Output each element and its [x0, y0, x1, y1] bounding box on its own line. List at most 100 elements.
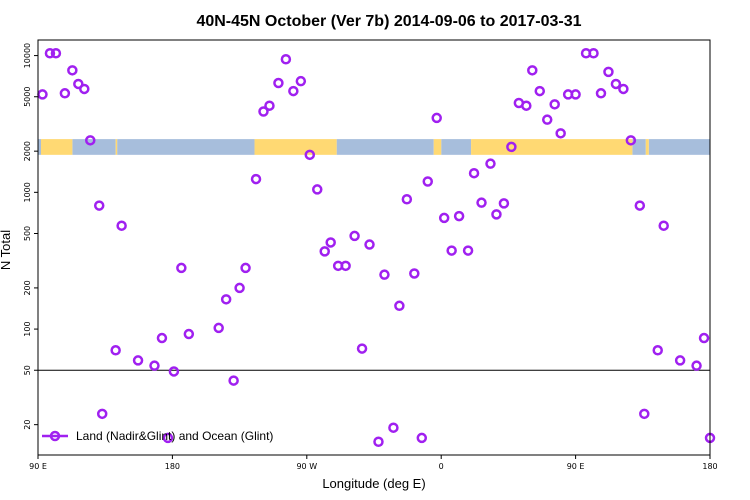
- y-tick-label-7: 5000: [23, 87, 32, 107]
- data-point-0-65: [555, 128, 566, 139]
- data-point-0-7: [85, 135, 96, 146]
- data-point-0-79: [674, 355, 686, 366]
- data-point-0-10: [110, 345, 121, 356]
- land-ocean-band: [38, 139, 710, 155]
- y-tick-label-4: 500: [23, 226, 32, 241]
- plot-frame: [37, 39, 711, 456]
- data-point-0-55: [485, 158, 496, 169]
- x-tick-label-2: 90 W: [296, 462, 317, 471]
- data-point-0-73: [618, 83, 629, 95]
- data-point-0-80: [691, 360, 702, 371]
- data-point-0-6: [79, 83, 90, 95]
- data-point-0-51: [453, 210, 465, 222]
- band-land-segment-5: [645, 139, 649, 155]
- x-tick-label-5: 180: [702, 462, 717, 471]
- data-point-0-75: [634, 200, 646, 211]
- band-ocean-segment-4: [441, 139, 472, 155]
- data-point-0-32: [312, 184, 323, 195]
- data-point-0-12: [132, 355, 144, 366]
- band-ocean-segment-6: [648, 139, 710, 155]
- band-land-segment-4: [471, 139, 633, 155]
- x-axis-label: Longitude (deg E): [322, 476, 425, 491]
- data-point-0-26: [264, 100, 275, 111]
- chart-title: 40N-45N October (Ver 7b) 2014-09-06 to 2…: [196, 13, 581, 30]
- data-point-0-20: [220, 294, 232, 305]
- data-point-0-81: [698, 332, 710, 344]
- data-point-0-78: [658, 220, 669, 231]
- data-point-0-60: [521, 100, 532, 111]
- x-tick-label-4: 90 E: [567, 462, 585, 471]
- y-tick-label-6: 2000: [23, 141, 32, 161]
- data-point-0-77: [652, 345, 663, 356]
- data-point-0-13: [149, 360, 160, 371]
- data-point-0-36: [340, 260, 351, 272]
- data-point-0-56: [491, 209, 502, 220]
- y-tick-label-0: 20: [23, 420, 32, 430]
- data-point-0-48: [431, 112, 442, 124]
- data-point-0-4: [67, 65, 78, 76]
- data-point-0-5: [73, 78, 84, 90]
- y-tick-label-3: 200: [23, 280, 32, 295]
- data-point-0-46: [416, 432, 428, 444]
- data-point-0-57: [498, 198, 510, 209]
- data-point-0-53: [468, 167, 480, 179]
- x-tick-label-0: 90 E: [29, 462, 47, 471]
- data-point-0-33: [319, 246, 330, 257]
- data-point-0-16: [168, 366, 180, 377]
- data-point-0-38: [356, 343, 368, 354]
- data-point-0-14: [156, 332, 168, 344]
- data-point-0-29: [288, 85, 299, 97]
- data-point-0-19: [213, 322, 224, 334]
- data-point-0-69: [588, 48, 599, 59]
- data-point-0-22: [234, 282, 245, 294]
- data-point-0-9: [96, 408, 108, 420]
- data-point-0-24: [250, 173, 262, 185]
- x-tick-label-3: 0: [439, 462, 444, 471]
- y-tick-label-1: 50: [23, 365, 32, 375]
- data-point-0-8: [93, 200, 105, 211]
- data-point-0-11: [116, 220, 127, 231]
- data-point-0-67: [570, 89, 581, 100]
- data-point-0-71: [603, 66, 614, 78]
- y-tick-label-8: 10000: [23, 43, 32, 68]
- band-ocean-segment-5: [632, 139, 646, 155]
- data-point-0-34: [325, 237, 336, 248]
- data-point-0-40: [373, 436, 384, 447]
- data-point-0-45: [409, 268, 420, 279]
- data-point-0-74: [625, 135, 637, 146]
- data-point-0-39: [364, 239, 375, 250]
- legend: Land (Nadir&Glint) and Ocean (Glint): [42, 429, 273, 443]
- band-land-segment-0: [40, 139, 73, 155]
- band-ocean-segment-1: [72, 139, 116, 155]
- data-point-0-41: [379, 269, 390, 280]
- data-point-0-54: [476, 197, 487, 208]
- data-point-0-23: [240, 262, 251, 274]
- band-land-segment-3: [433, 139, 442, 155]
- data-point-0-18: [183, 328, 195, 340]
- data-point-0-43: [394, 300, 405, 312]
- data-point-0-28: [280, 54, 292, 65]
- x-tick-label-1: 180: [165, 462, 180, 471]
- data-point-0-44: [401, 194, 413, 205]
- y-tick-label-2: 100: [23, 321, 32, 336]
- data-point-0-58: [506, 141, 517, 153]
- data-point-0-0: [37, 89, 48, 100]
- data-point-0-31: [304, 149, 316, 161]
- band-land-segment-2: [254, 139, 337, 155]
- band-land-segment-1: [115, 139, 118, 155]
- data-point-0-2: [50, 48, 62, 59]
- data-point-0-17: [176, 262, 187, 274]
- data-point-0-72: [610, 78, 622, 90]
- data-point-0-50: [446, 245, 457, 256]
- data-points: [37, 48, 716, 447]
- band-ocean-segment-2: [117, 139, 255, 155]
- data-point-0-37: [349, 230, 360, 242]
- y-axis-label: N Total: [0, 230, 13, 270]
- data-point-0-49: [438, 212, 450, 224]
- data-point-0-1: [44, 48, 56, 59]
- data-point-0-3: [59, 88, 71, 99]
- y-tick-label-5: 1000: [23, 182, 32, 202]
- data-point-0-61: [527, 65, 538, 76]
- data-point-0-25: [258, 106, 269, 117]
- data-point-0-21: [228, 375, 239, 386]
